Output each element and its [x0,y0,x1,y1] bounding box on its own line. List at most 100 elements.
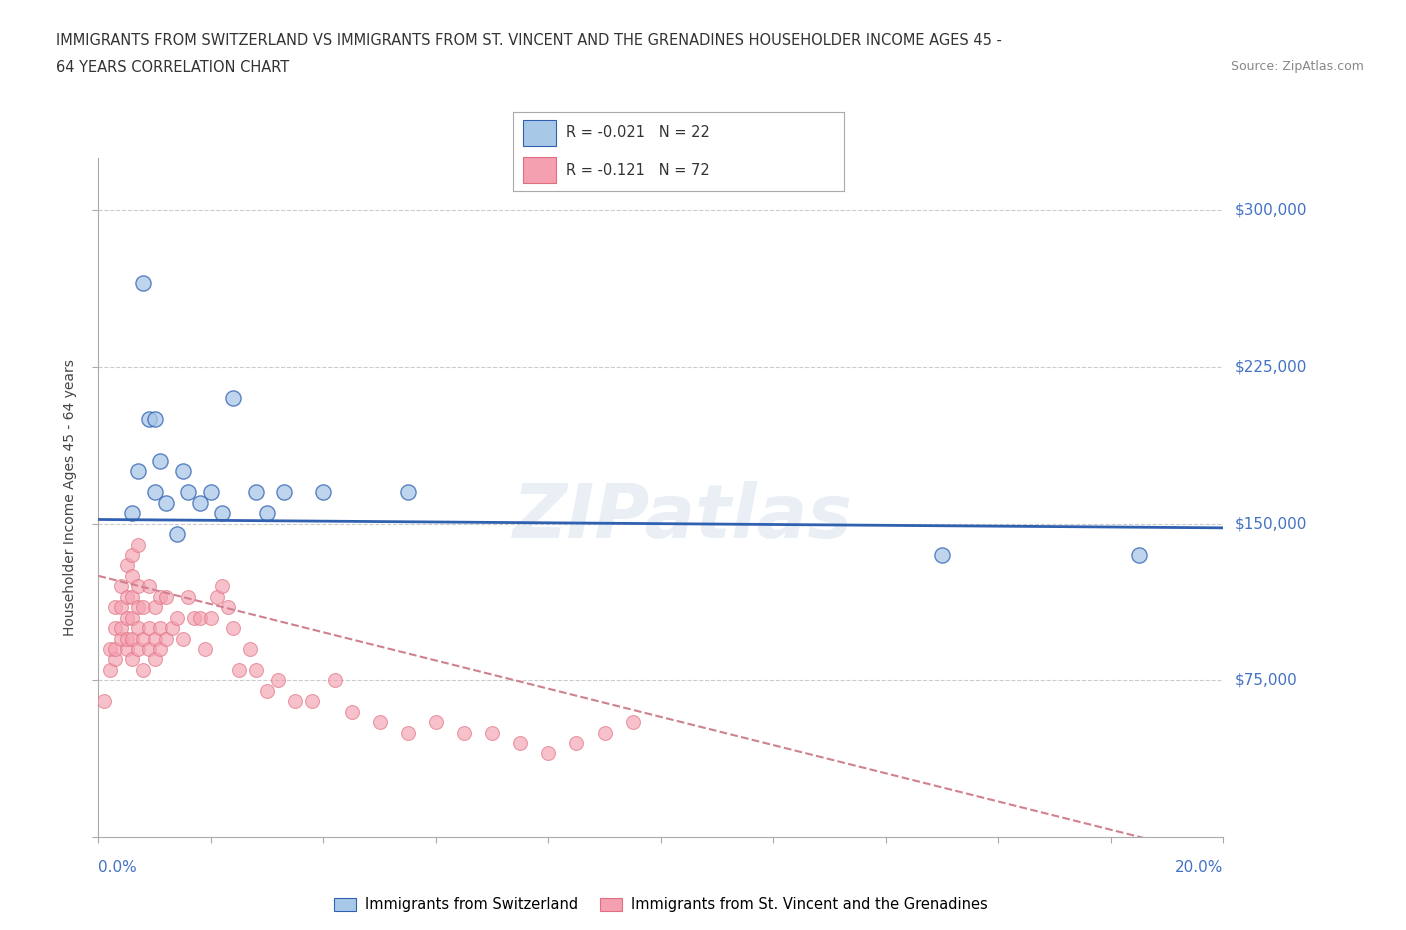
Point [115,558,138,573]
Point [104,600,127,615]
Point [138,412,160,427]
Point [132,276,155,291]
Point [132,600,155,615]
Bar [523,157,557,182]
Text: $75,000: $75,000 [1234,672,1298,688]
Point [143,412,166,427]
Point [267,673,290,688]
Point [509,736,531,751]
Point [425,714,447,729]
Point [115,642,138,657]
Point [138,620,160,635]
Point [323,673,346,688]
Point [110,631,132,646]
Point [172,464,194,479]
Point [301,694,323,709]
Point [166,610,188,625]
Point [143,600,166,615]
Point [593,725,616,740]
Point [155,496,177,511]
Text: 64 YEARS CORRELATION CHART: 64 YEARS CORRELATION CHART [56,60,290,75]
Text: ZIPatlas: ZIPatlas [513,482,853,554]
Y-axis label: Householder Income Ages 45 - 64 years: Householder Income Ages 45 - 64 years [63,359,77,636]
Point [188,610,211,625]
Point [138,642,160,657]
Point [284,694,307,709]
Point [256,684,278,698]
Point [368,714,391,729]
Point [222,391,245,405]
Point [110,620,132,635]
Legend: Immigrants from Switzerland, Immigrants from St. Vincent and the Grenadines: Immigrants from Switzerland, Immigrants … [329,891,993,918]
Text: IMMIGRANTS FROM SWITZERLAND VS IMMIGRANTS FROM ST. VINCENT AND THE GRENADINES HO: IMMIGRANTS FROM SWITZERLAND VS IMMIGRANT… [56,33,1002,47]
Point [453,725,475,740]
Point [245,485,267,499]
Point [160,620,183,635]
Text: 20.0%: 20.0% [1175,860,1223,875]
Point [340,704,363,719]
Point [149,590,172,604]
Point [211,578,233,593]
Point [149,642,172,657]
Text: R = -0.121   N = 72: R = -0.121 N = 72 [567,163,710,178]
Point [1128,548,1150,563]
Point [273,485,295,499]
Point [115,590,138,604]
Point [200,485,222,499]
Point [115,610,138,625]
Bar [523,120,557,146]
Point [194,642,217,657]
Point [98,662,121,677]
Point [166,526,188,541]
Point [172,631,194,646]
Point [127,464,149,479]
Point [121,506,143,521]
Point [177,590,200,604]
Point [565,736,588,751]
Point [104,652,127,667]
Point [217,600,239,615]
Point [200,610,222,625]
Point [132,662,155,677]
Point [183,610,205,625]
Point [127,642,149,657]
Point [121,610,143,625]
Point [621,714,644,729]
Point [188,496,211,511]
Point [121,590,143,604]
Point [228,662,250,677]
Point [104,620,127,635]
Point [143,485,166,499]
Point [127,620,149,635]
Point [143,631,166,646]
Point [121,631,143,646]
Point [93,694,115,709]
Point [312,485,335,499]
Point [256,506,278,521]
Point [121,652,143,667]
Point [149,454,172,469]
Text: R = -0.021   N = 22: R = -0.021 N = 22 [567,126,710,140]
Point [110,600,132,615]
Point [537,746,560,761]
Point [149,620,172,635]
Point [177,485,200,499]
Point [211,506,233,521]
Point [127,600,149,615]
Point [481,725,503,740]
Point [104,642,127,657]
Point [205,590,228,604]
Text: $150,000: $150,000 [1234,516,1306,531]
Text: Source: ZipAtlas.com: Source: ZipAtlas.com [1230,60,1364,73]
Text: 0.0%: 0.0% [98,860,138,875]
Point [245,662,267,677]
Point [138,578,160,593]
Point [396,725,419,740]
Point [155,590,177,604]
Point [155,631,177,646]
Point [143,652,166,667]
Text: $225,000: $225,000 [1234,360,1306,375]
Point [110,578,132,593]
Point [98,642,121,657]
Text: $300,000: $300,000 [1234,203,1308,218]
